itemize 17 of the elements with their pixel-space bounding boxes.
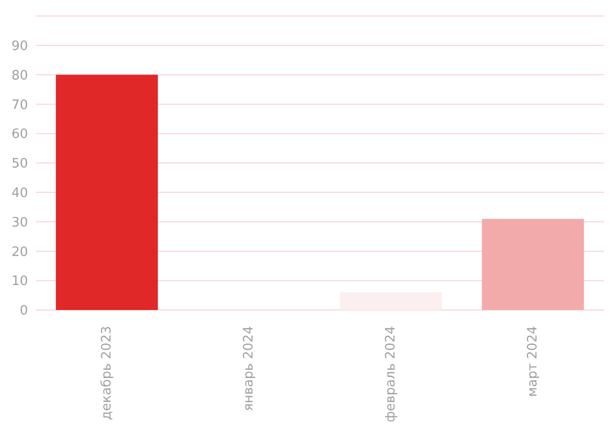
y-tick-label: 10 <box>11 274 28 290</box>
bar <box>56 74 158 310</box>
y-tick-label: 70 <box>11 98 28 113</box>
y-tick-label: 60 <box>11 127 28 142</box>
y-tick-label: 0 <box>20 304 28 319</box>
x-tick-label: январь 2024 <box>242 326 256 412</box>
x-tick-label: март 2024 <box>526 326 540 397</box>
y-tick-label: 50 <box>11 156 28 172</box>
x-tick-label: декабрь 2023 <box>100 326 114 420</box>
bar <box>340 292 442 310</box>
y-tick-label: 40 <box>11 186 28 202</box>
y-tick-label: 20 <box>11 244 28 260</box>
bar <box>482 218 584 310</box>
y-tick-label: 90 <box>11 39 28 54</box>
y-tick-label: 30 <box>11 215 28 230</box>
x-tick-label: февраль 2024 <box>384 326 398 422</box>
y-tick-label: 80 <box>11 68 28 84</box>
